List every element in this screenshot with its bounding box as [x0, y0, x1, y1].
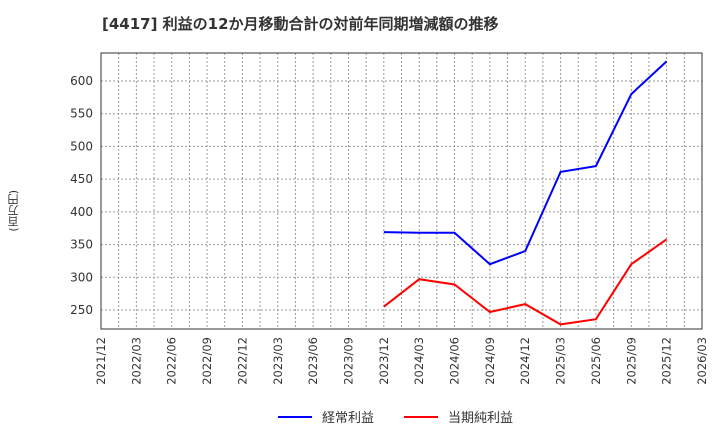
- legend-swatch-blue-icon: [278, 415, 312, 418]
- svg-text:400: 400: [70, 205, 93, 219]
- legend: 経常利益 当期純利益: [278, 407, 543, 426]
- chart-title: [4417] 利益の12か月移動合計の対前年同期増減額の推移: [102, 15, 499, 33]
- legend-label: 経常利益: [322, 411, 375, 426]
- svg-text:250: 250: [70, 303, 93, 317]
- svg-text:2025/09: 2025/09: [624, 337, 638, 385]
- svg-text:2025/06: 2025/06: [589, 337, 603, 385]
- svg-text:550: 550: [70, 107, 93, 121]
- svg-text:2025/12: 2025/12: [660, 337, 674, 385]
- svg-text:2021/12: 2021/12: [94, 337, 108, 385]
- legend-item-ordinary-profit: 経常利益: [278, 407, 374, 426]
- svg-text:2025/03: 2025/03: [554, 337, 568, 385]
- svg-text:350: 350: [70, 238, 93, 252]
- svg-text:600: 600: [70, 74, 93, 88]
- svg-text:2023/09: 2023/09: [341, 337, 355, 385]
- svg-text:2022/09: 2022/09: [200, 337, 214, 385]
- svg-text:300: 300: [70, 270, 93, 284]
- svg-text:2023/06: 2023/06: [306, 337, 320, 385]
- svg-text:2026/03: 2026/03: [695, 337, 709, 385]
- svg-text:2022/12: 2022/12: [235, 337, 249, 385]
- svg-text:2022/03: 2022/03: [129, 337, 143, 385]
- legend-item-net-profit: 当期純利益: [404, 407, 513, 426]
- svg-text:2023/12: 2023/12: [377, 337, 391, 385]
- legend-label: 当期純利益: [448, 411, 514, 426]
- svg-text:450: 450: [70, 172, 93, 186]
- svg-text:2023/03: 2023/03: [271, 337, 285, 385]
- svg-text:2024/03: 2024/03: [412, 337, 426, 385]
- svg-text:500: 500: [70, 139, 93, 153]
- legend-swatch-red-icon: [404, 415, 439, 418]
- svg-text:2024/06: 2024/06: [448, 337, 462, 385]
- svg-text:2024/12: 2024/12: [518, 337, 532, 385]
- svg-text:2024/09: 2024/09: [483, 337, 497, 385]
- svg-text:2022/06: 2022/06: [165, 337, 179, 385]
